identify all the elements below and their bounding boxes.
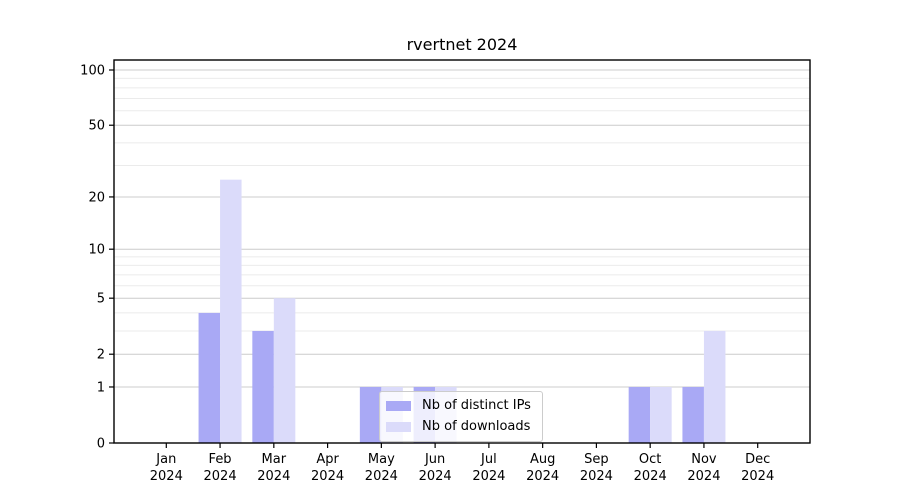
bar-distinct-ips-nov (682, 386, 704, 443)
legend-swatch-downloads-icon (386, 422, 411, 432)
bar-downloads-oct (650, 386, 672, 443)
x-tick-label-year: 2024 (365, 469, 398, 484)
legend-item-distinct-ips: Nb of distinct IPs (386, 397, 534, 415)
bar-downloads-nov (703, 330, 726, 443)
y-tick-label: 0 (97, 437, 105, 452)
x-tick-label-year: 2024 (634, 469, 667, 484)
bar-distinct-ips-feb (198, 312, 221, 443)
x-tick-label-month: Jan (155, 452, 176, 467)
x-tick-label-year: 2024 (526, 469, 559, 484)
x-tick-label-year: 2024 (472, 469, 505, 484)
x-tick-label-year: 2024 (204, 469, 237, 484)
x-tick-label-month: Nov (691, 452, 717, 467)
legend-swatch-distinct-ips-icon (386, 401, 411, 411)
x-tick-label-year: 2024 (687, 469, 720, 484)
y-tick-label: 100 (80, 64, 105, 79)
x-tick-label-month: Aug (530, 452, 555, 467)
bar-downloads-mar (273, 298, 296, 443)
legend: Nb of distinct IPs Nb of downloads (379, 391, 543, 442)
y-tick-label: 10 (88, 243, 105, 258)
legend-item-downloads: Nb of downloads (386, 418, 534, 436)
x-tick-label-month: Oct (639, 452, 661, 467)
x-tick-label-month: Dec (745, 452, 770, 467)
x-tick-label-year: 2024 (741, 469, 774, 484)
legend-label-distinct-ips: Nb of distinct IPs (422, 398, 531, 413)
x-tick-label-month: Apr (316, 452, 339, 467)
y-tick-label: 1 (97, 380, 105, 395)
bar-downloads-feb (220, 179, 242, 443)
bar-distinct-ips-mar (252, 330, 274, 443)
x-tick-label-year: 2024 (419, 469, 452, 484)
bar-distinct-ips-may (359, 386, 382, 443)
x-tick-label-month: May (368, 452, 395, 467)
x-tick-label-month: Sep (584, 452, 609, 467)
x-tick-label-year: 2024 (150, 469, 183, 484)
y-tick-label: 20 (88, 190, 105, 205)
x-tick-label-month: Jun (424, 452, 445, 467)
x-tick-label-month: Jul (480, 452, 497, 467)
x-tick-label-year: 2024 (580, 469, 613, 484)
y-tick-label: 50 (88, 119, 105, 134)
x-tick-label-month: Feb (209, 452, 232, 467)
legend-label-downloads: Nb of downloads (422, 419, 531, 434)
x-tick-label-year: 2024 (257, 469, 290, 484)
chart-title: rvertnet 2024 (406, 35, 518, 54)
x-tick-label-month: Mar (262, 452, 287, 467)
y-tick-label: 2 (97, 348, 105, 363)
x-tick-label-year: 2024 (311, 469, 344, 484)
y-tick-label: 5 (97, 292, 105, 307)
bar-distinct-ips-oct (628, 386, 651, 443)
plot-frame (113, 59, 811, 444)
